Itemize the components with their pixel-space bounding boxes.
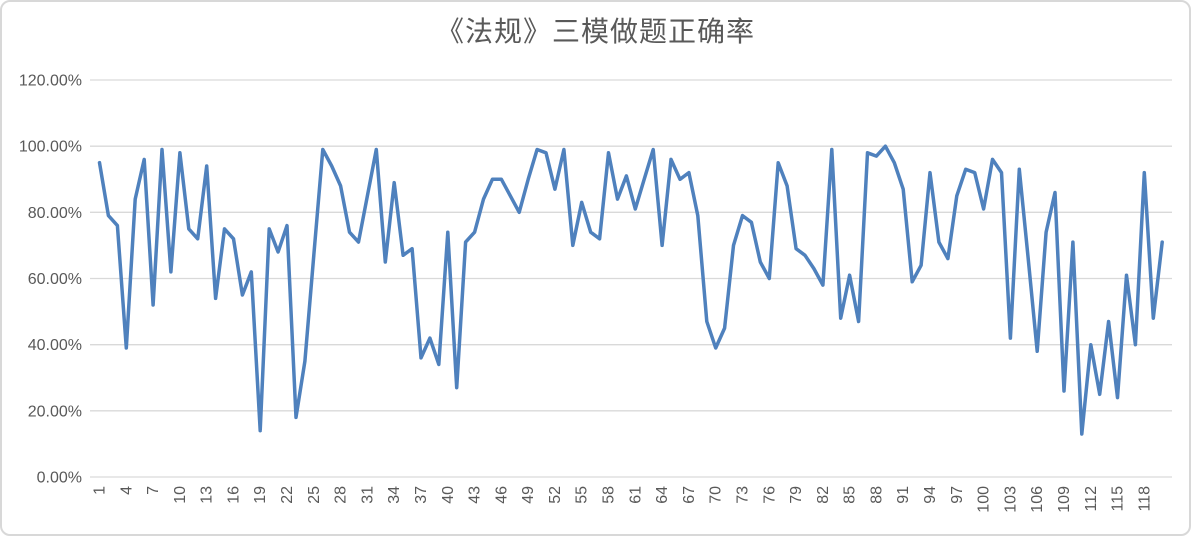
x-axis-tick-label: 82 [815,486,832,504]
y-axis-tick-label: 60.00% [28,271,82,288]
x-axis-tick-label: 109 [1056,486,1073,513]
x-axis-tick-label: 19 [252,486,269,504]
x-axis-tick-label: 88 [868,486,885,504]
chart-title: 《法规》三模做题正确率 [435,17,755,48]
x-axis-tick-label: 76 [761,486,778,504]
x-axis-tick-label: 25 [306,486,323,504]
x-axis-tick-label: 34 [386,486,403,504]
y-axis-tick-label: 0.00% [37,470,82,487]
x-axis-tick-label: 4 [118,486,135,495]
x-axis-tick-label: 67 [681,486,698,504]
x-axis-tick-label: 91 [895,486,912,504]
x-axis-tick-label: 97 [949,486,966,504]
x-axis-tick-label: 106 [1029,486,1046,513]
x-axis-tick-label: 40 [440,486,457,504]
y-axis-tick-label: 100.00% [19,139,82,156]
x-axis-tick-label: 13 [199,486,216,504]
y-axis-tick-label: 20.00% [28,403,82,420]
x-axis-tick-label: 37 [413,486,430,504]
x-axis-tick-label: 16 [225,486,242,504]
x-axis-tick-label: 112 [1083,486,1100,512]
x-axis-tick-label: 10 [172,486,189,504]
y-axis-tick-label: 40.00% [28,337,82,354]
x-axis-tick-label: 1 [92,486,109,495]
x-axis-tick-label: 103 [1002,486,1019,513]
x-axis-tick-label: 46 [493,486,510,504]
x-axis-tick-label: 52 [547,486,564,504]
x-axis-tick-label: 118 [1136,486,1153,512]
data-series-line [97,144,1164,436]
x-axis-tick-label: 64 [654,486,671,504]
x-axis-tick-label: 79 [788,486,805,504]
y-axis-tick-label: 120.00% [19,73,82,90]
y-axis-tick-label: 80.00% [28,205,82,222]
x-axis-tick-label: 73 [734,486,751,504]
x-axis-tick-label: 31 [359,486,376,504]
x-axis-tick-label: 7 [145,486,162,495]
x-axis-tick-label: 115 [1110,486,1127,512]
x-axis-tick-label: 49 [520,486,537,504]
x-axis-tick-label: 94 [922,486,939,504]
x-axis-tick-label: 58 [601,486,618,504]
x-axis-tick-label: 70 [708,486,725,504]
x-axis-tick-label: 100 [976,486,993,513]
x-axis-tick-label: 28 [333,486,350,504]
x-axis-tick-label: 22 [279,486,296,504]
x-axis-tick-label: 61 [627,486,644,504]
x-axis-tick-label: 85 [842,486,859,504]
x-axis-tick-label: 55 [574,486,591,504]
x-axis-tick-label: 43 [467,486,484,504]
